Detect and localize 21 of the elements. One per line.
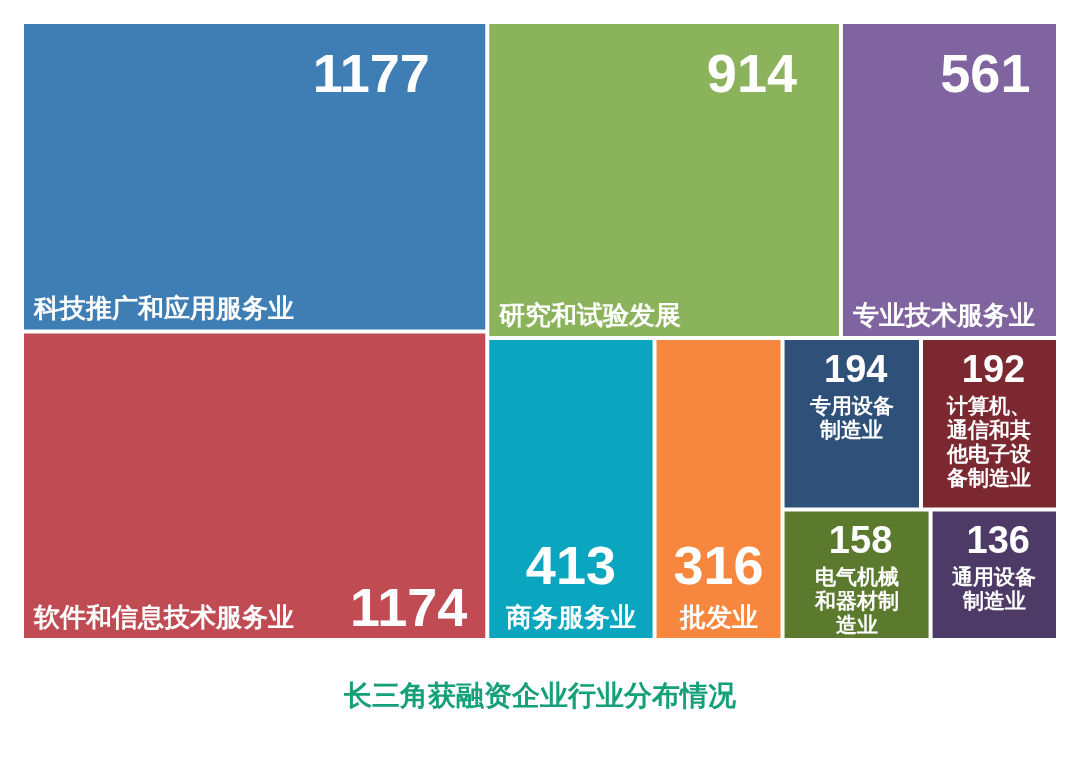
data-label: 1177 [312,43,430,103]
data-label: 194 [824,348,888,391]
data-label: 1174 [350,577,468,637]
category-label: 研究和试验发展 [498,300,682,331]
text: 长三角获融资企业行业分布情况 [343,678,737,712]
category-label: 批发业 [678,602,758,632]
data-label: 413 [525,535,616,595]
category-label: 专用设备制造业 [808,394,894,443]
data-label: 561 [940,43,1031,103]
category-label: 电气机械和器材制造业 [813,565,899,638]
category-label: 科技推广和应用服务业 [33,293,294,324]
data-label: 158 [828,519,893,562]
data-label: 316 [673,535,764,595]
category-label: 商务服务业 [504,602,636,632]
data-label: 914 [706,43,797,103]
category-label: 软件和信息技术服务业 [33,602,294,632]
category-label: 计算机、通信和其他电子设备制造业 [946,394,1033,491]
category-label: 专业技术服务业 [851,300,1035,331]
data-label: 136 [966,519,1030,562]
category-label: 通用设备制造业 [951,565,1037,614]
data-label: 192 [961,348,1026,391]
